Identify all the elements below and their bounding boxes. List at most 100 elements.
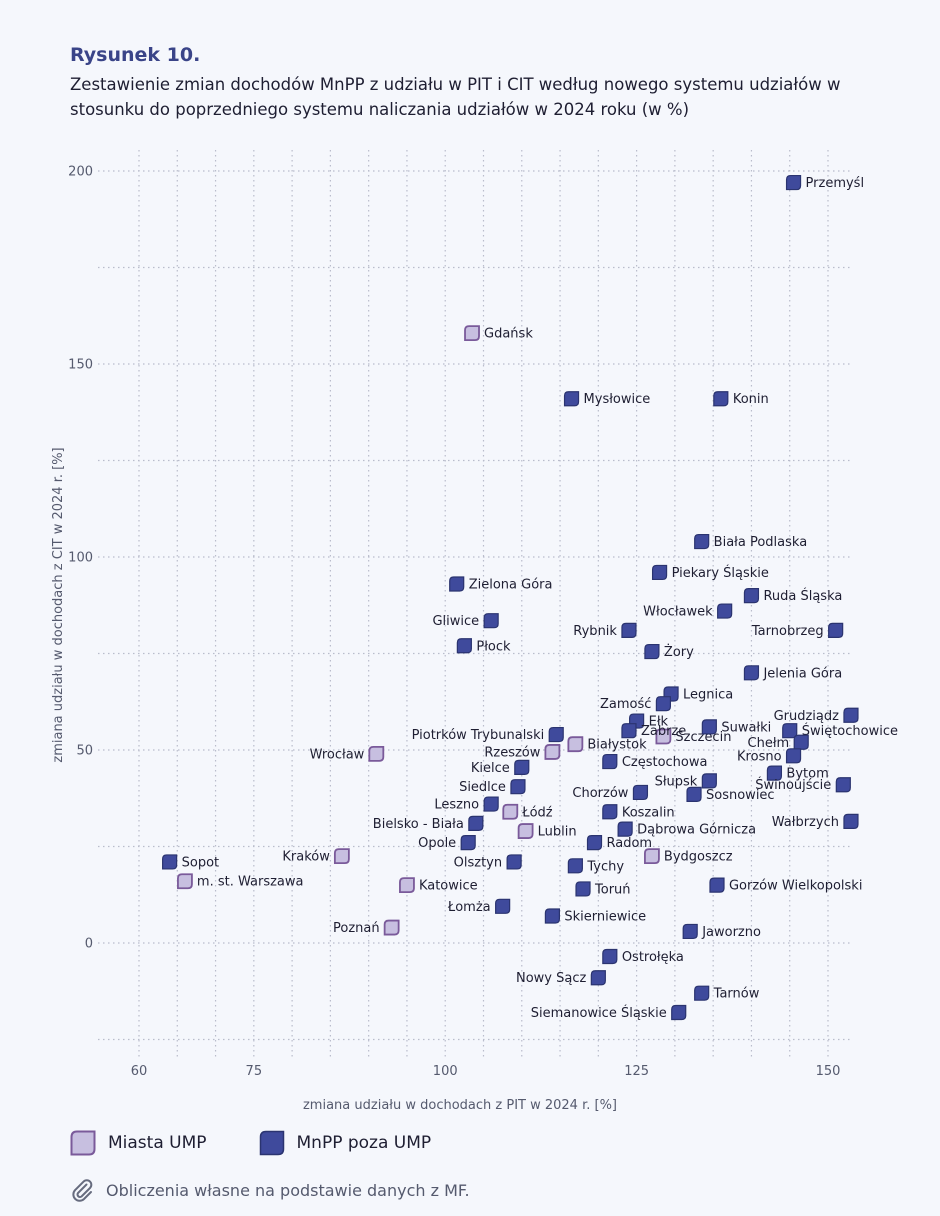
marker-non-ump bbox=[843, 707, 859, 723]
marker-non-ump bbox=[828, 622, 844, 638]
marker-ump bbox=[544, 744, 561, 760]
marker-ump bbox=[368, 745, 385, 762]
point-label: Ostrołęka bbox=[622, 950, 684, 965]
marker-non-ump bbox=[483, 613, 499, 629]
marker-non-ump bbox=[785, 748, 802, 764]
point-label: Bytom bbox=[786, 767, 828, 782]
marker-non-ump bbox=[162, 854, 178, 870]
marker-non-ump bbox=[510, 779, 526, 795]
marker-non-ump bbox=[602, 804, 618, 820]
marker-non-ump bbox=[782, 723, 798, 739]
marker-non-ump bbox=[671, 1004, 687, 1021]
point-label: Katowice bbox=[419, 879, 478, 894]
marker-non-ump bbox=[843, 813, 859, 830]
marker-non-ump bbox=[709, 877, 725, 893]
marker-non-ump bbox=[621, 622, 637, 638]
point-label: Tychy bbox=[586, 859, 624, 874]
point-label: Jaworzno bbox=[701, 925, 761, 940]
marker-ump bbox=[644, 848, 660, 865]
marker-ump bbox=[464, 325, 480, 342]
point-label: Rzeszów bbox=[484, 745, 540, 760]
marker-non-ump bbox=[694, 985, 710, 1001]
marker-non-ump bbox=[743, 588, 760, 604]
marker-non-ump bbox=[766, 765, 783, 781]
point-label: Gorzów Wielkopolski bbox=[729, 879, 862, 894]
point-label: Krosno bbox=[737, 749, 782, 764]
marker-non-ump bbox=[456, 638, 472, 654]
figure-label: Rysunek 10. bbox=[70, 44, 201, 66]
y-tick-label: 0 bbox=[85, 937, 93, 952]
point-label: Olsztyn bbox=[454, 855, 502, 870]
scatter-chart: 60 75 100 125 150 0 50 100 150 200 zmiana udziału … bbox=[51, 150, 898, 1113]
point-label: Dąbrowa Górnicza bbox=[637, 823, 756, 838]
point-label: Leszno bbox=[434, 798, 479, 813]
marker-non-ump bbox=[460, 835, 476, 851]
y-tick-label: 150 bbox=[68, 358, 93, 373]
marker-ump bbox=[517, 823, 534, 839]
marker-ump bbox=[502, 803, 519, 820]
source-note: Obliczenia własne na podstawie danych z … bbox=[70, 1178, 470, 1202]
legend-ump-label: Miasta UMP bbox=[108, 1133, 207, 1153]
marker-non-ump bbox=[590, 970, 606, 986]
point-label: Chełm bbox=[748, 736, 790, 751]
point-label: Siemanowice Śląskie bbox=[531, 1005, 667, 1021]
point-label: Żory bbox=[664, 644, 694, 660]
marker-non-ump bbox=[544, 908, 560, 924]
point-label: Łomża bbox=[447, 900, 491, 915]
marker-non-ump bbox=[506, 854, 522, 870]
y-axis-title: zmiana udziału w dochodach z CIT w 2024 … bbox=[51, 447, 66, 762]
point-label: Białystok bbox=[587, 738, 647, 753]
point-label: Płock bbox=[476, 639, 511, 654]
point-label: Konin bbox=[733, 392, 769, 407]
marker-non-ump bbox=[468, 815, 484, 831]
x-tick-label: 125 bbox=[624, 1064, 649, 1079]
point-label: Bielsko - Biała bbox=[373, 817, 464, 832]
marker-non-ump bbox=[563, 391, 580, 407]
x-tick-label: 150 bbox=[816, 1064, 841, 1079]
point-label: Wrocław bbox=[310, 747, 365, 762]
paperclip-icon bbox=[72, 1179, 93, 1202]
marker-non-ump bbox=[835, 777, 851, 793]
point-label: Nowy Sącz bbox=[516, 971, 587, 986]
point-label: Tarnobrzeg bbox=[751, 624, 824, 639]
legend-item-ump: Miasta UMP bbox=[70, 1130, 207, 1156]
marker-ump bbox=[333, 848, 350, 865]
y-tick-label: 100 bbox=[68, 551, 93, 566]
marker-ump bbox=[655, 728, 672, 745]
point-label: Sopot bbox=[182, 855, 220, 870]
point-label: Radom bbox=[607, 836, 653, 851]
marker-non-ump bbox=[717, 603, 733, 619]
x-tick-label: 100 bbox=[433, 1064, 458, 1079]
point-label: Zabrze bbox=[641, 724, 686, 739]
point-label: Włocławek bbox=[643, 605, 713, 620]
point-label: Tarnów bbox=[713, 987, 760, 1002]
point-label: Poznań bbox=[333, 921, 380, 936]
marker-non-ump bbox=[548, 726, 564, 743]
point-label: Słupsk bbox=[655, 774, 698, 789]
point-label: m. st. Warszawa bbox=[197, 875, 304, 890]
point-label: Koszalin bbox=[622, 805, 675, 820]
legend-item-non-ump: MnPP poza UMP bbox=[259, 1130, 431, 1156]
marker-non-ump bbox=[575, 881, 591, 897]
marker-non-ump bbox=[701, 773, 717, 789]
marker-ump bbox=[399, 877, 415, 893]
legend: Miasta UMP MnPP poza UMP bbox=[70, 1130, 483, 1156]
point-label: Rybnik bbox=[573, 624, 617, 639]
point-label: Skierniewice bbox=[564, 909, 646, 924]
marker-non-ump bbox=[449, 576, 465, 592]
source-text: Obliczenia własne na podstawie danych z … bbox=[106, 1180, 470, 1200]
point-label: Jelenia Góra bbox=[762, 666, 842, 681]
point-label: Opole bbox=[418, 836, 456, 851]
point-label: Suwałki bbox=[721, 720, 771, 735]
marker-ump bbox=[177, 873, 193, 890]
point-label: Grudziądz bbox=[774, 709, 840, 724]
point-label: Częstochowa bbox=[622, 755, 708, 770]
marker-non-ump bbox=[651, 564, 668, 581]
point-label: Wałbrzych bbox=[772, 815, 839, 830]
marker-non-ump bbox=[701, 719, 717, 735]
point-label: Chorzów bbox=[572, 786, 628, 801]
y-tick-label: 50 bbox=[76, 744, 93, 759]
marker-non-ump bbox=[483, 796, 499, 812]
point-label: Łódź bbox=[521, 805, 553, 820]
marker-non-ump bbox=[621, 723, 637, 739]
